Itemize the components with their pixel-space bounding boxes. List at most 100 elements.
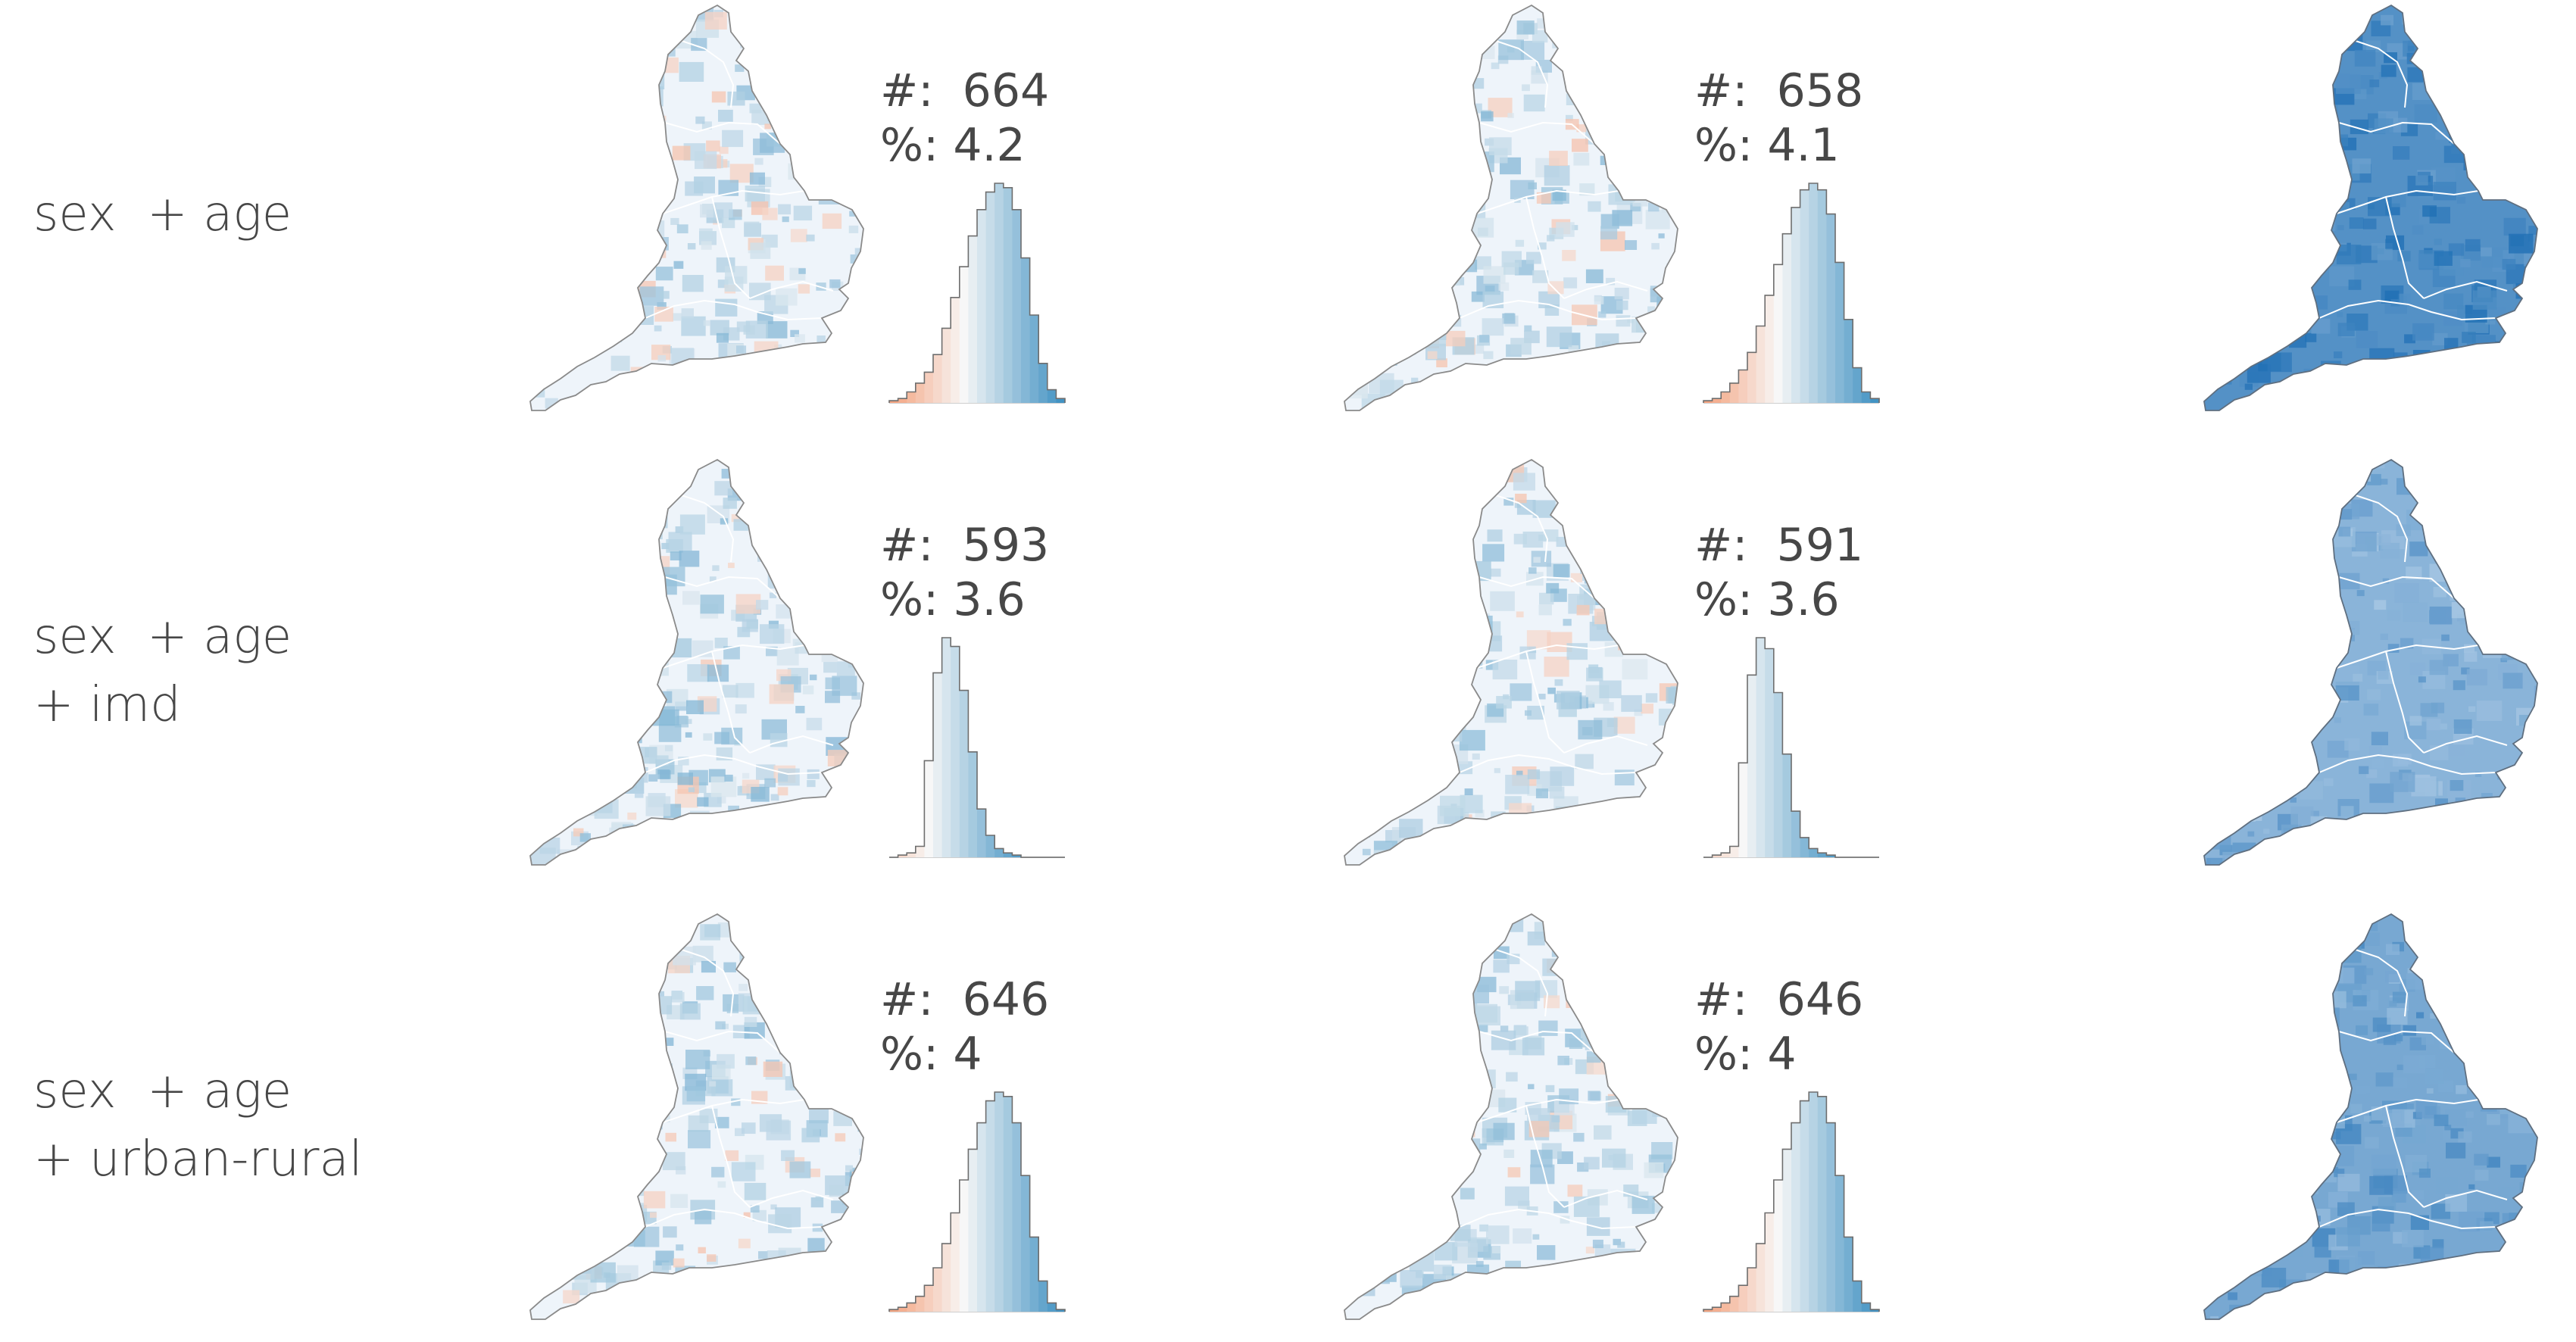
count-line: #: 646 xyxy=(880,972,1049,1027)
histogram-bar xyxy=(1791,811,1801,857)
count-value: 646 xyxy=(1776,973,1864,1026)
region-boundary xyxy=(664,121,781,145)
histogram-bar xyxy=(1721,392,1731,403)
histogram-bar xyxy=(959,1180,969,1312)
histogram-bar xyxy=(1012,1122,1022,1312)
region-boundary xyxy=(1476,189,1619,214)
region-boundary xyxy=(681,40,735,108)
histogram-bar xyxy=(898,855,907,857)
histogram-bar xyxy=(915,382,925,403)
region-boundary xyxy=(1525,196,1565,299)
histogram-bar xyxy=(985,835,995,857)
map-outline xyxy=(2203,913,2538,1320)
region-boundary xyxy=(1563,735,1648,754)
histogram-bar xyxy=(1870,1309,1880,1312)
row-label: sex + age xyxy=(33,180,292,248)
region-boundary xyxy=(2336,189,2479,214)
region-boundary xyxy=(2385,1105,2425,1208)
histogram-bar xyxy=(898,1307,907,1312)
histogram-bar xyxy=(1826,214,1836,403)
region-boundary xyxy=(1478,576,1595,599)
region-boundary xyxy=(2336,1098,2479,1123)
histogram-chart xyxy=(1703,1091,1880,1312)
histogram-bar xyxy=(1765,648,1775,857)
percent-value: 3.6 xyxy=(953,573,1026,626)
region-boundary xyxy=(711,651,751,754)
residual-stats: #: 591%: 3.6 xyxy=(1694,518,1863,627)
histogram-bar xyxy=(1747,675,1757,857)
percent-line: %: 3.6 xyxy=(1694,573,1863,627)
region-boundary xyxy=(749,280,834,299)
region-boundary xyxy=(681,949,735,1017)
map-outline xyxy=(2203,458,2538,866)
region-boundary xyxy=(2355,40,2409,108)
histogram-bar xyxy=(1056,398,1066,403)
percent-line: %: 4.1 xyxy=(1694,118,1863,173)
map-outline xyxy=(1344,913,1678,1320)
histogram-bar xyxy=(1791,207,1801,403)
histogram-bar xyxy=(1844,1237,1853,1312)
percent-label: %: xyxy=(880,573,939,626)
map-fill xyxy=(530,460,863,865)
region-boundary xyxy=(645,1208,823,1230)
histogram-bar xyxy=(1817,189,1827,403)
histogram-chart xyxy=(889,637,1065,858)
histogram-outline xyxy=(1703,183,1880,403)
region-boundary xyxy=(2355,949,2409,1017)
histogram-bar xyxy=(1747,352,1757,403)
row-label-line: + urban-rural xyxy=(33,1131,363,1188)
histogram-bar xyxy=(933,673,943,857)
histogram-bar xyxy=(889,1309,899,1312)
histogram-bar xyxy=(1021,1175,1031,1312)
region-boundary xyxy=(645,299,823,321)
histogram-bar xyxy=(1003,853,1013,857)
count-value: 658 xyxy=(1776,64,1864,117)
histogram-bar xyxy=(1729,1296,1739,1312)
residual-map xyxy=(1344,4,1678,411)
count-label: #: xyxy=(1694,973,1748,1026)
count-label: #: xyxy=(1694,64,1748,117)
count-value: 664 xyxy=(962,64,1050,117)
histogram-bar xyxy=(915,846,925,857)
histogram-bar xyxy=(1721,1303,1731,1312)
region-boundary xyxy=(1495,40,1549,108)
histogram-bar xyxy=(1712,855,1722,857)
region-boundary xyxy=(1525,651,1565,754)
choropleth-map xyxy=(2203,458,2538,866)
histogram-bar xyxy=(968,751,978,857)
region-boundary xyxy=(2385,196,2425,299)
histogram-outline xyxy=(888,183,1066,403)
histogram-bar xyxy=(1809,1092,1819,1312)
region-boundary xyxy=(1563,280,1648,299)
histogram-bar xyxy=(1747,1268,1757,1312)
histogram-bar xyxy=(1826,855,1836,857)
residual-stats: #: 664%: 4.2 xyxy=(880,64,1049,173)
choropleth-map xyxy=(2203,913,2538,1320)
count-line: #: 646 xyxy=(1694,972,1863,1027)
histogram-bar xyxy=(933,354,943,403)
histogram xyxy=(888,183,1066,404)
histogram-bar xyxy=(924,372,934,403)
map-outline xyxy=(529,913,864,1320)
histogram-bar xyxy=(1038,1281,1048,1312)
residual-stats: #: 646%: 4 xyxy=(880,972,1049,1081)
histogram xyxy=(888,1091,1066,1312)
histogram-bar xyxy=(994,183,1004,403)
region-boundary xyxy=(662,1098,805,1123)
histogram-bar xyxy=(1047,389,1057,403)
histogram-bar xyxy=(907,853,916,857)
histogram-outline xyxy=(889,637,1065,858)
percent-line: %: 4.2 xyxy=(880,118,1049,173)
map-outline xyxy=(529,458,864,866)
region-boundary xyxy=(1495,949,1549,1017)
histogram-bar xyxy=(994,1092,1004,1312)
histogram-bar xyxy=(1721,853,1731,857)
histogram-bar xyxy=(1003,187,1013,404)
histogram-bar xyxy=(1791,1122,1801,1312)
region-boundary xyxy=(749,1189,834,1208)
histogram-bar xyxy=(941,638,951,857)
residual-stats: #: 593%: 3.6 xyxy=(880,518,1049,627)
histogram-bar xyxy=(915,1296,925,1312)
histogram-bar xyxy=(1756,326,1766,403)
